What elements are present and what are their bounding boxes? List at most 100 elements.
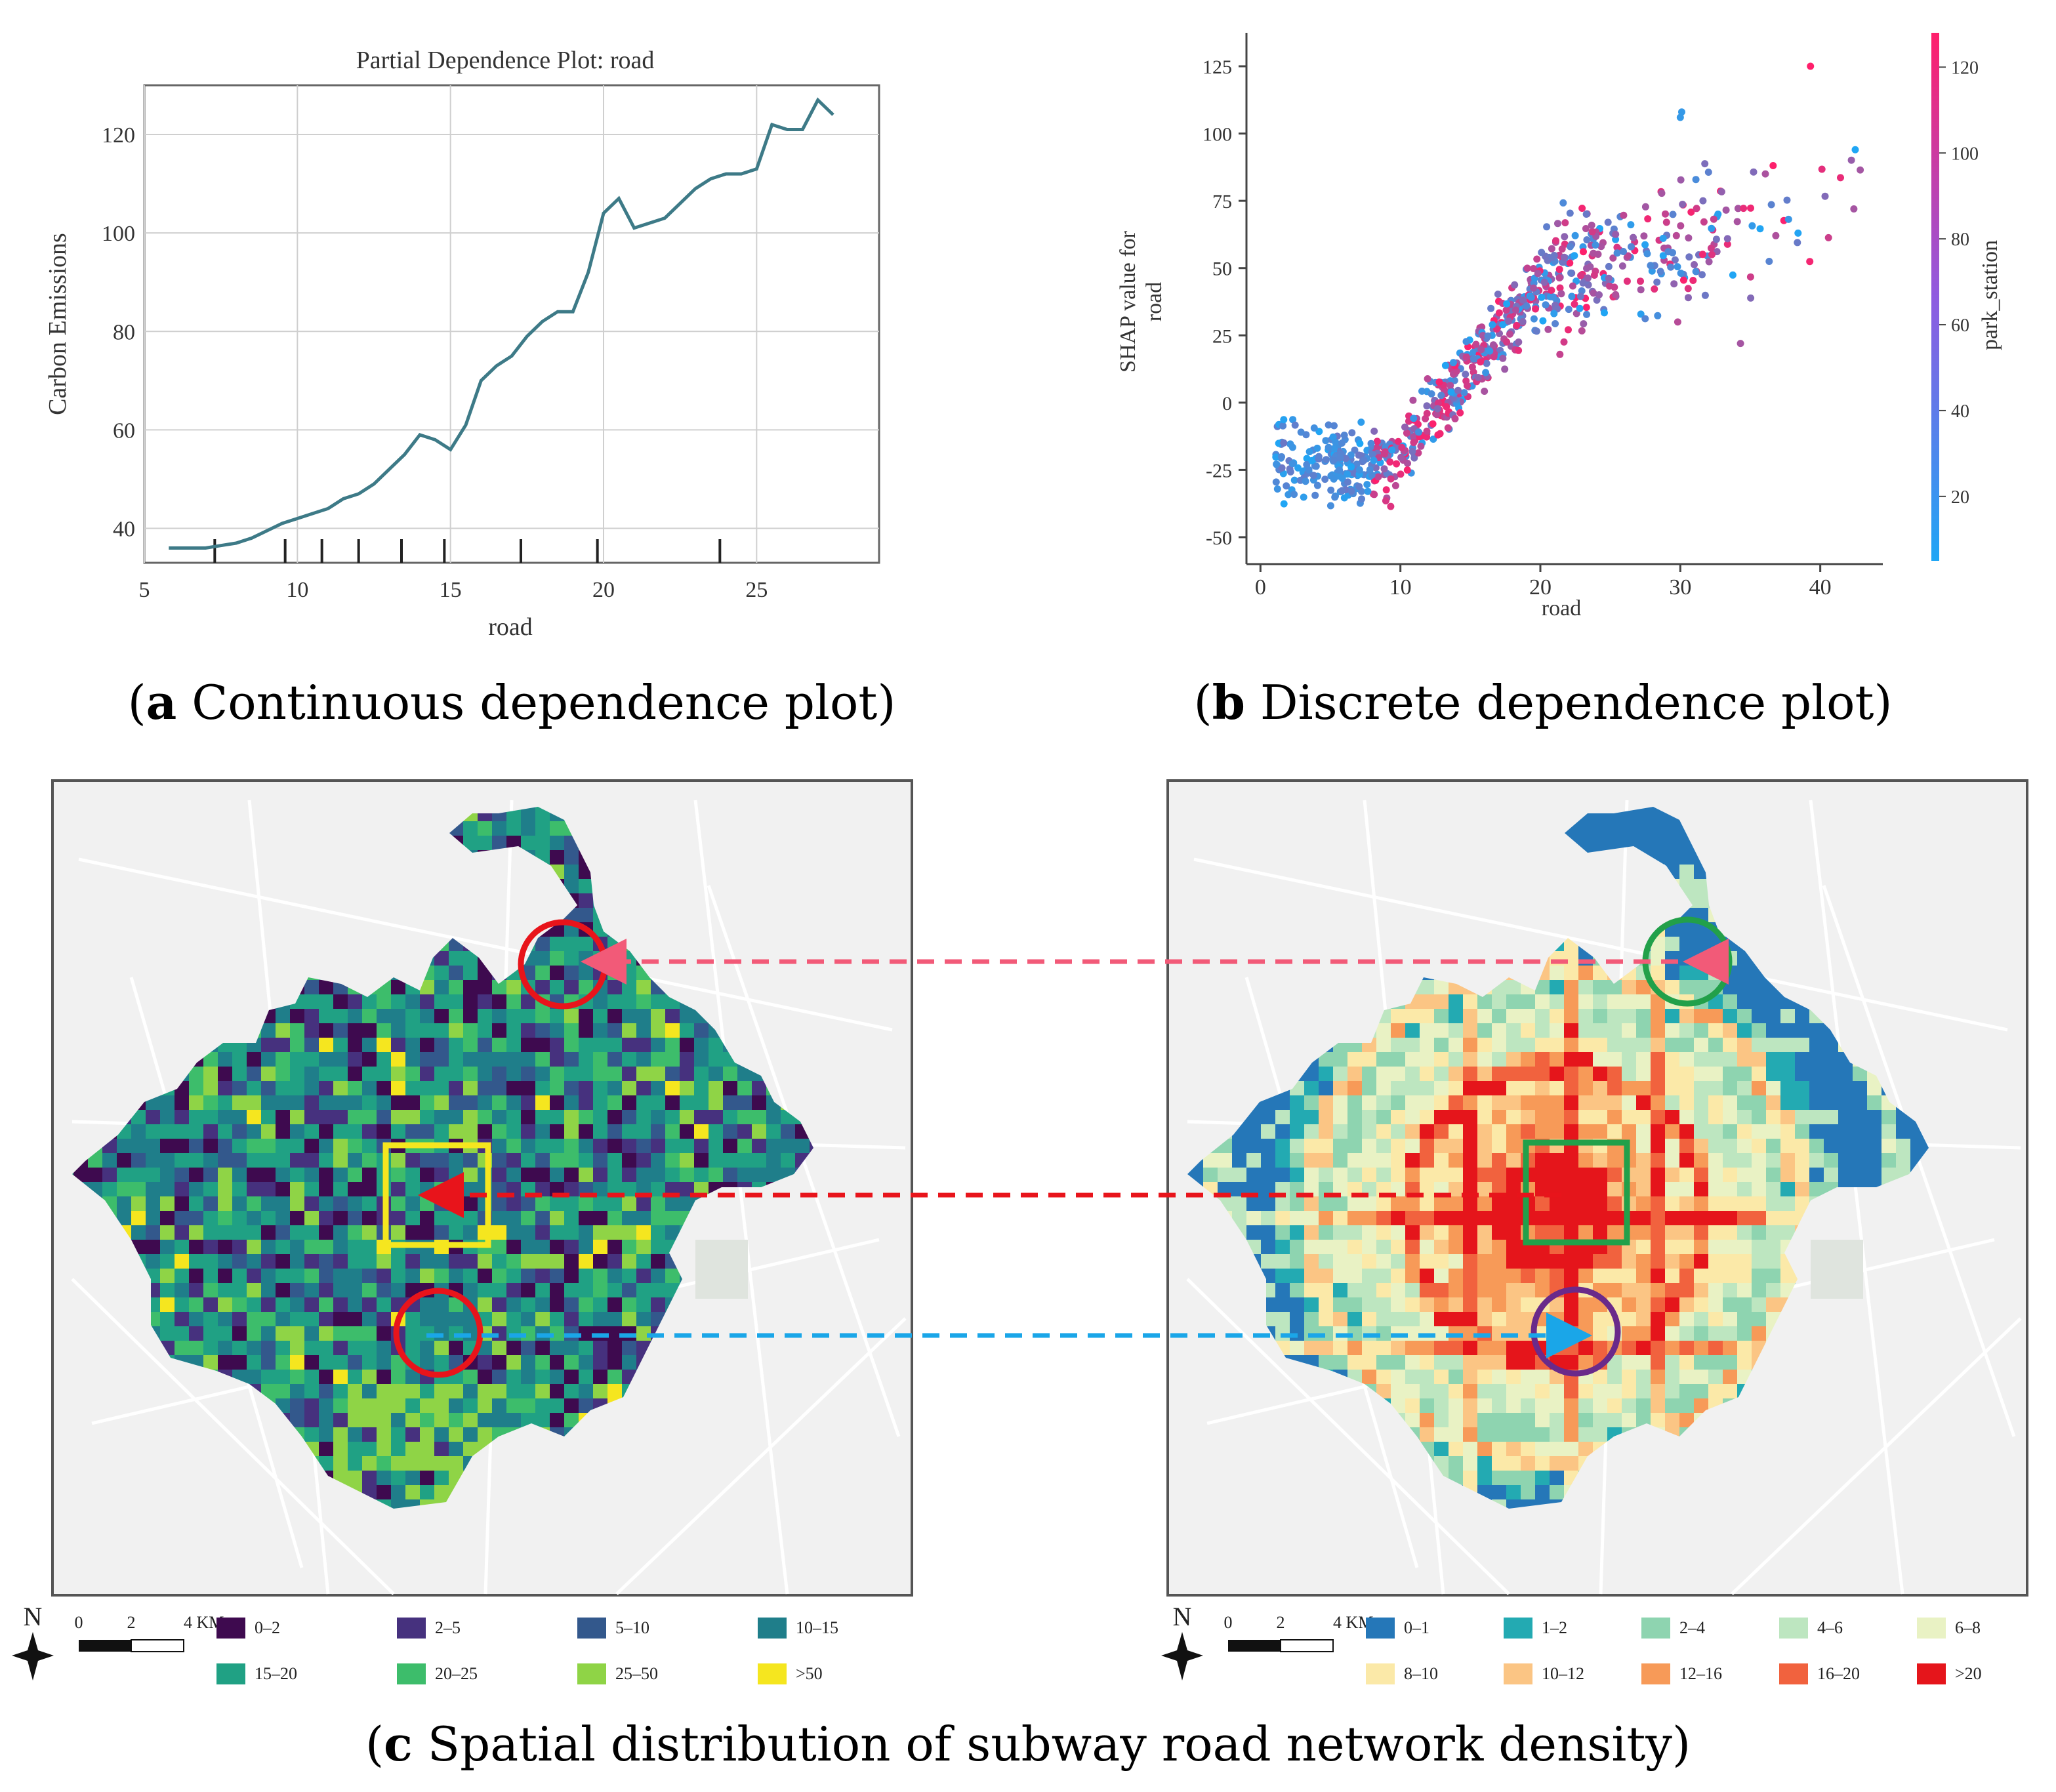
map-cell — [564, 1240, 579, 1254]
scatter-point — [1366, 466, 1374, 474]
map-cell — [579, 908, 593, 922]
map-cell — [622, 1153, 636, 1168]
map-cell — [1723, 994, 1737, 1009]
map-cell — [362, 1081, 377, 1095]
map-cell — [189, 1095, 203, 1110]
map-cell — [564, 1139, 579, 1153]
map-cell — [348, 1110, 362, 1124]
map-cell — [348, 1240, 362, 1254]
map-cell — [304, 1384, 319, 1398]
map-cell — [550, 1384, 564, 1398]
map-cell — [550, 1081, 564, 1095]
map-cell — [521, 1095, 535, 1110]
scatter-point — [1532, 327, 1540, 335]
map-cell — [506, 1038, 521, 1052]
map-cell — [550, 850, 564, 865]
map-cell — [232, 1225, 247, 1240]
map-cell — [362, 1182, 377, 1196]
map-cell — [290, 1009, 304, 1023]
map-cell — [146, 1254, 160, 1269]
map-cell — [449, 1153, 463, 1168]
scatter-point — [1605, 274, 1613, 282]
map-cell — [478, 836, 492, 850]
scatter-point — [1368, 471, 1376, 479]
scatter-point — [1355, 466, 1363, 474]
map-cell — [550, 1168, 564, 1182]
scatter-point — [1437, 392, 1445, 399]
map-cell — [737, 1153, 752, 1168]
map-cell — [1463, 1009, 1477, 1023]
map-cell — [290, 1124, 304, 1139]
scatter-point — [1577, 272, 1585, 279]
map-cell — [723, 1124, 737, 1139]
map-cell — [232, 1326, 247, 1341]
scatter-point — [1794, 239, 1801, 247]
map-cell — [622, 1009, 636, 1023]
scatter-point — [1321, 476, 1329, 483]
map-cell — [449, 1124, 463, 1139]
map-cell — [434, 951, 449, 966]
map-cell — [1607, 1052, 1622, 1067]
map-cell — [1766, 1009, 1780, 1023]
map-cell — [1607, 1038, 1622, 1052]
scatter-point — [1330, 475, 1338, 483]
map-cell — [737, 1124, 752, 1139]
scatter-point — [1382, 486, 1390, 494]
scatter-point — [1336, 454, 1344, 462]
map-cell — [362, 1312, 377, 1326]
map-cell — [348, 1269, 362, 1283]
scatter-point — [1555, 274, 1563, 282]
x-tick-label: 0 — [1255, 575, 1266, 600]
map-cell — [709, 1168, 723, 1182]
map-cell — [521, 1384, 535, 1398]
scatter-point — [1387, 475, 1395, 483]
map-cell — [175, 1269, 189, 1283]
map-cell — [766, 1153, 781, 1168]
map-cell — [117, 1182, 131, 1196]
map-cell — [218, 1153, 232, 1168]
map-cell — [607, 1283, 622, 1297]
map-cell — [333, 1398, 348, 1413]
map-cell — [1679, 1009, 1694, 1023]
map-cell — [1593, 1067, 1607, 1081]
scatter-point — [1654, 312, 1662, 319]
map-cell — [391, 1384, 405, 1398]
scatter-point — [1620, 248, 1627, 255]
scatter-point — [1659, 252, 1667, 260]
map-cell — [680, 1067, 694, 1081]
scatter-point — [1641, 315, 1649, 323]
map-cell — [175, 1225, 189, 1240]
scatter-point — [1542, 301, 1550, 309]
map-cell — [377, 1485, 391, 1499]
map-cell — [319, 1240, 333, 1254]
map-cell — [622, 1052, 636, 1067]
map-cell — [348, 1095, 362, 1110]
map-cell — [1651, 1052, 1665, 1067]
map-cell — [189, 1153, 203, 1168]
map-cell — [1737, 980, 1752, 994]
map-cell — [506, 1124, 521, 1139]
map-cell — [478, 1413, 492, 1427]
map-cell — [1708, 1052, 1723, 1067]
scatter-point — [1462, 371, 1470, 378]
map-cell — [218, 1052, 232, 1067]
scatter-point — [1441, 361, 1449, 369]
scatter-point — [1737, 340, 1744, 348]
map-cell — [607, 1153, 622, 1168]
map-cell — [276, 1052, 290, 1067]
scatter-point — [1291, 421, 1299, 429]
map-cell — [521, 1038, 535, 1052]
map-cell — [391, 1499, 405, 1509]
map-cell — [304, 980, 319, 994]
scatter-point — [1538, 293, 1546, 301]
map-cell — [535, 1312, 550, 1326]
map-cell — [319, 1312, 333, 1326]
map-cell — [550, 1355, 564, 1370]
map-cell — [261, 1384, 276, 1398]
map-cell — [276, 1269, 290, 1283]
scatter-point — [1332, 438, 1340, 446]
scatter-point — [1693, 205, 1700, 213]
map-cell — [1347, 1052, 1362, 1067]
map-cell — [463, 980, 478, 994]
